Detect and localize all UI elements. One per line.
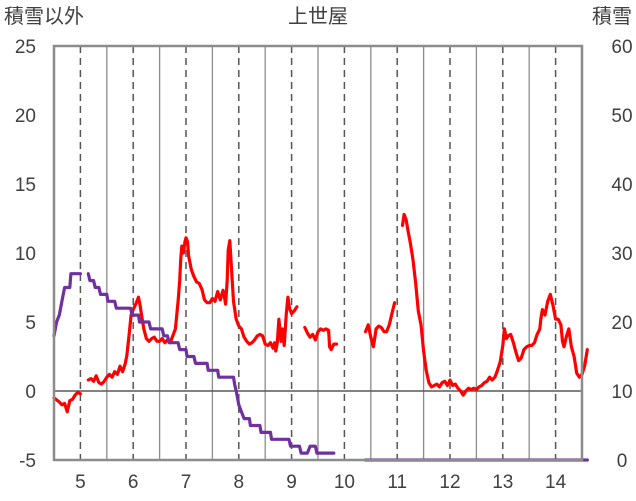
snow-series-segment-0 bbox=[52, 272, 82, 338]
chart-title: 上世屋 bbox=[288, 5, 348, 28]
x-tick-label-0: 5 bbox=[75, 472, 86, 493]
y-left-tick-label-0: -5 bbox=[19, 451, 36, 472]
temperature-series-segment-1 bbox=[86, 236, 299, 386]
temperature-series-segment-4 bbox=[400, 212, 589, 397]
temperature-series-segment-3 bbox=[363, 301, 397, 349]
y-right-tick-label-2: 20 bbox=[611, 313, 632, 334]
y-left-tick-label-6: 25 bbox=[15, 37, 36, 58]
left-axis-label: 積雪以外 bbox=[4, 5, 84, 28]
x-tick-label-8: 13 bbox=[492, 472, 513, 493]
y-left-tick-label-4: 15 bbox=[15, 175, 36, 196]
x-tick-label-1: 6 bbox=[128, 472, 139, 493]
y-right-tick-label-5: 50 bbox=[611, 106, 632, 127]
y-right-tick-label-0: 0 bbox=[617, 451, 628, 472]
x-tick-label-2: 7 bbox=[181, 472, 192, 493]
temperature-series-segment-2 bbox=[303, 325, 339, 352]
temperature-series-segment-0 bbox=[52, 390, 82, 414]
right-axis-label: 積雪 bbox=[592, 5, 632, 28]
y-right-tick-label-3: 30 bbox=[611, 244, 632, 265]
x-tick-label-6: 11 bbox=[387, 472, 407, 493]
x-tick-label-9: 14 bbox=[545, 472, 567, 493]
y-left-tick-label-5: 20 bbox=[15, 106, 36, 127]
x-tick-label-3: 8 bbox=[234, 472, 245, 493]
x-tick-label-5: 10 bbox=[334, 472, 355, 493]
y-left-tick-label-3: 10 bbox=[15, 244, 36, 265]
y-right-tick-label-1: 10 bbox=[611, 382, 632, 403]
plot-area: -5 0 5 10 15 20 25 0 10 20 30 40 50 60 5 6 7 8 9 10 11 12 13 14 bbox=[15, 37, 633, 493]
y-left-tick-label-1: 0 bbox=[25, 382, 36, 403]
y-left-tick-label-2: 5 bbox=[25, 313, 36, 334]
snow-series-segment-1 bbox=[86, 272, 336, 455]
x-tick-label-7: 12 bbox=[439, 472, 460, 493]
y-right-tick-label-4: 40 bbox=[611, 175, 632, 196]
y-right-tick-label-6: 60 bbox=[611, 37, 632, 58]
x-tick-label-4: 9 bbox=[286, 472, 297, 493]
plot-frame bbox=[52, 44, 584, 462]
